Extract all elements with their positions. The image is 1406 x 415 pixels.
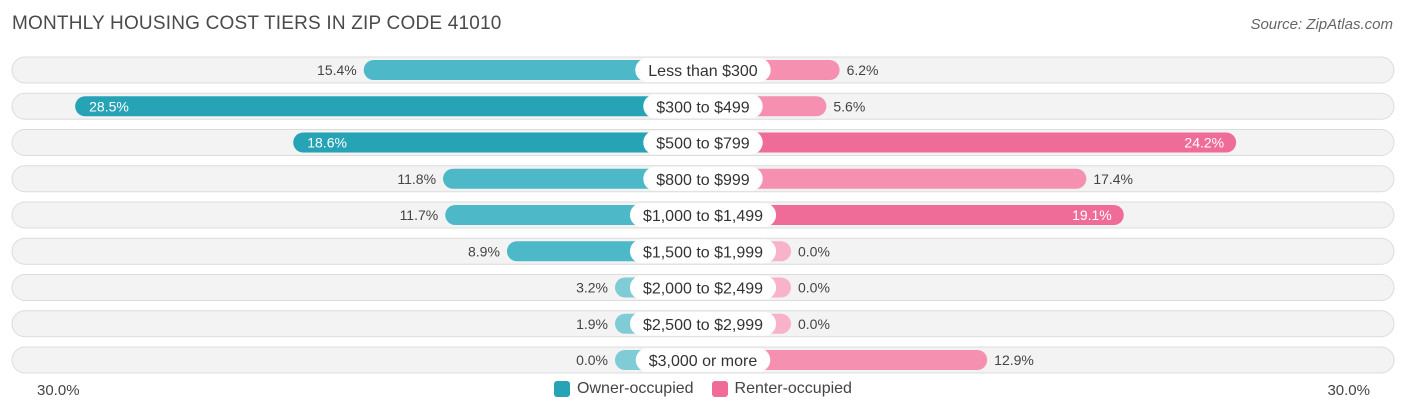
value-label-owner: 8.9% xyxy=(468,243,500,259)
bar-owner xyxy=(363,60,703,80)
value-label-renter: 12.9% xyxy=(994,352,1034,368)
category-label: $500 to $799 xyxy=(656,136,750,153)
category-pill xyxy=(629,311,777,336)
category-pill xyxy=(643,130,763,155)
value-label-owner: 15.4% xyxy=(317,62,357,78)
value-label-renter: 19.1% xyxy=(1072,207,1112,223)
category-label: $2,000 to $2,499 xyxy=(643,281,763,298)
category-pill xyxy=(629,275,777,300)
category-label: $3,000 or more xyxy=(649,353,758,370)
legend-swatch-owner xyxy=(554,381,571,397)
value-label-owner: 11.8% xyxy=(397,171,436,187)
value-label-renter: 24.2% xyxy=(1184,135,1224,151)
category-label: $1,000 to $1,499 xyxy=(643,208,763,225)
category-pill xyxy=(635,348,771,372)
category-label: $2,500 to $2,999 xyxy=(643,317,763,334)
bar-owner xyxy=(293,132,703,153)
bar-owner xyxy=(443,168,703,189)
axis-label-right: 30.0% xyxy=(1327,382,1370,399)
value-label-renter: 0.0% xyxy=(798,280,830,296)
value-label-owner: 28.5% xyxy=(89,98,129,114)
category-label: $1,500 to $1,999 xyxy=(643,244,763,261)
category-pill xyxy=(643,94,763,119)
value-label-renter: 5.6% xyxy=(833,98,865,114)
bar-renter xyxy=(703,132,1237,153)
bar-renter xyxy=(703,350,988,370)
legend-item-renter[interactable]: Renter-occupied xyxy=(711,380,852,398)
value-label-renter: 0.0% xyxy=(798,243,830,259)
category-label: Less than $300 xyxy=(648,63,758,80)
chart-source: Source: ZipAtlas.com xyxy=(1250,16,1393,33)
value-label-owner: 3.2% xyxy=(576,280,608,296)
legend-label-owner: Owner-occupied xyxy=(577,380,694,397)
bar-renter xyxy=(703,168,1087,189)
category-pill xyxy=(629,203,777,227)
category-label: $800 to $999 xyxy=(656,172,750,189)
legend-swatch-renter xyxy=(711,381,728,397)
value-label-renter: 0.0% xyxy=(798,316,830,332)
chart-title: MONTHLY HOUSING COST TIERS IN ZIP CODE 4… xyxy=(12,13,502,34)
bar-owner xyxy=(75,96,703,117)
category-pill xyxy=(643,166,763,191)
legend-item-owner[interactable]: Owner-occupied xyxy=(554,380,694,398)
bar-renter xyxy=(703,205,1124,225)
axis-label-left: 30.0% xyxy=(37,382,80,399)
value-label-owner: 0.0% xyxy=(576,352,608,368)
value-label-owner: 18.6% xyxy=(307,135,347,151)
legend-label-renter: Renter-occupied xyxy=(734,380,852,397)
value-label-renter: 6.2% xyxy=(847,62,879,78)
value-label-owner: 1.9% xyxy=(576,316,608,332)
category-label: $300 to $499 xyxy=(656,99,750,116)
category-pill xyxy=(629,239,777,264)
category-pill xyxy=(635,58,771,82)
value-label-renter: 17.4% xyxy=(1093,171,1133,187)
legend: Owner-occupied Renter-occupied xyxy=(0,380,1406,398)
value-label-owner: 11.7% xyxy=(400,207,439,223)
